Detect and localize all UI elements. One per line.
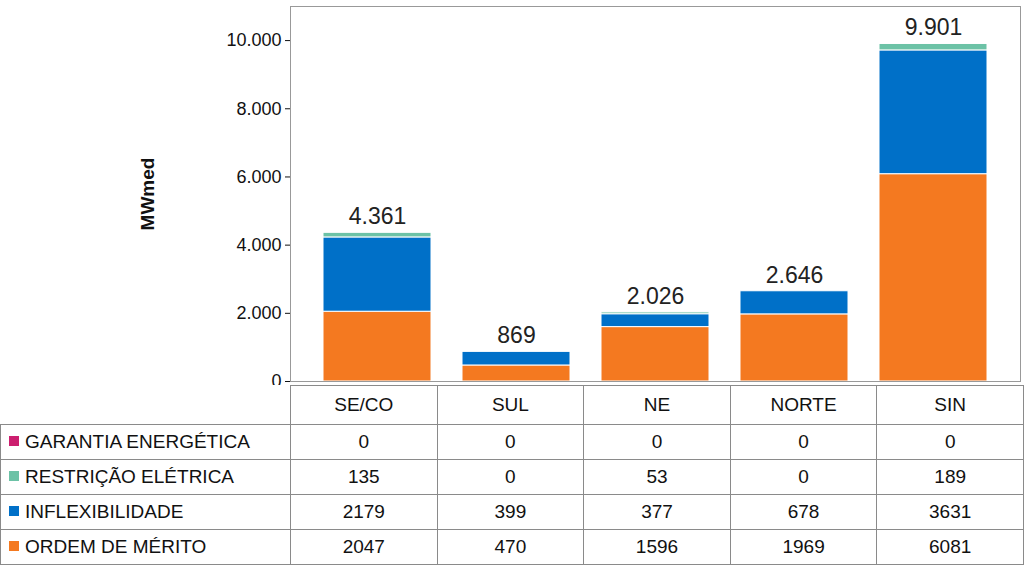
html-text:SIN: SIN: [934, 394, 966, 415]
html-text:RESTRIÇÃO ELÉTRICA: RESTRIÇÃO ELÉTRICA: [25, 466, 234, 487]
html-text:SUL: SUL: [491, 394, 529, 415]
svg-text:10.000: 10.000: [226, 30, 281, 50]
svg-text:9.901: 9.901: [905, 14, 963, 40]
svg-text:2.646: 2.646: [766, 262, 824, 288]
html-text:470: 470: [494, 536, 527, 557]
html-text:2047: 2047: [342, 536, 385, 557]
html-text:1596: 1596: [635, 536, 679, 557]
html-text:0: 0: [505, 466, 516, 487]
html-text:0: 0: [651, 431, 663, 452]
html-text:189: 189: [934, 466, 966, 487]
html-text:678: 678: [787, 501, 820, 522]
html-text:1969: 1969: [782, 536, 825, 557]
html-text:NE: NE: [643, 394, 671, 415]
html-text:399: 399: [494, 501, 527, 522]
html-text:NORTE: NORTE: [770, 394, 837, 415]
svg-text:2.026: 2.026: [627, 283, 685, 309]
html-text:ORDEM DE MÉRITO: ORDEM DE MÉRITO: [25, 536, 207, 557]
svg-text:4.000: 4.000: [236, 235, 281, 255]
svg-text:4.361: 4.361: [349, 203, 407, 229]
html-text:6081: 6081: [929, 536, 972, 557]
svg-text:MWmed: MWmed: [137, 158, 158, 231]
html-text:INFLEXIBILIDADE: INFLEXIBILIDADE: [25, 501, 184, 522]
html-text:377: 377: [641, 501, 673, 522]
html-text:0: 0: [798, 466, 809, 487]
html-text:0: 0: [358, 431, 370, 452]
html-text:SE/CO: SE/CO: [334, 394, 394, 415]
html-text:0: 0: [944, 431, 956, 452]
svg-text:2.000: 2.000: [236, 303, 281, 323]
html-text:53: 53: [646, 466, 668, 487]
html-text:0: 0: [505, 431, 516, 452]
svg-text:869: 869: [497, 322, 535, 348]
html-text:0: 0: [798, 431, 809, 452]
svg-text:0: 0: [271, 371, 281, 385]
html-text:2179: 2179: [342, 501, 385, 522]
svg-text:8.000: 8.000: [236, 99, 281, 119]
html-text:135: 135: [347, 466, 380, 487]
html-text:3631: 3631: [929, 501, 972, 522]
html-text:GARANTIA ENERGÉTICA: GARANTIA ENERGÉTICA: [25, 431, 250, 452]
svg-text:6.000: 6.000: [236, 167, 281, 187]
